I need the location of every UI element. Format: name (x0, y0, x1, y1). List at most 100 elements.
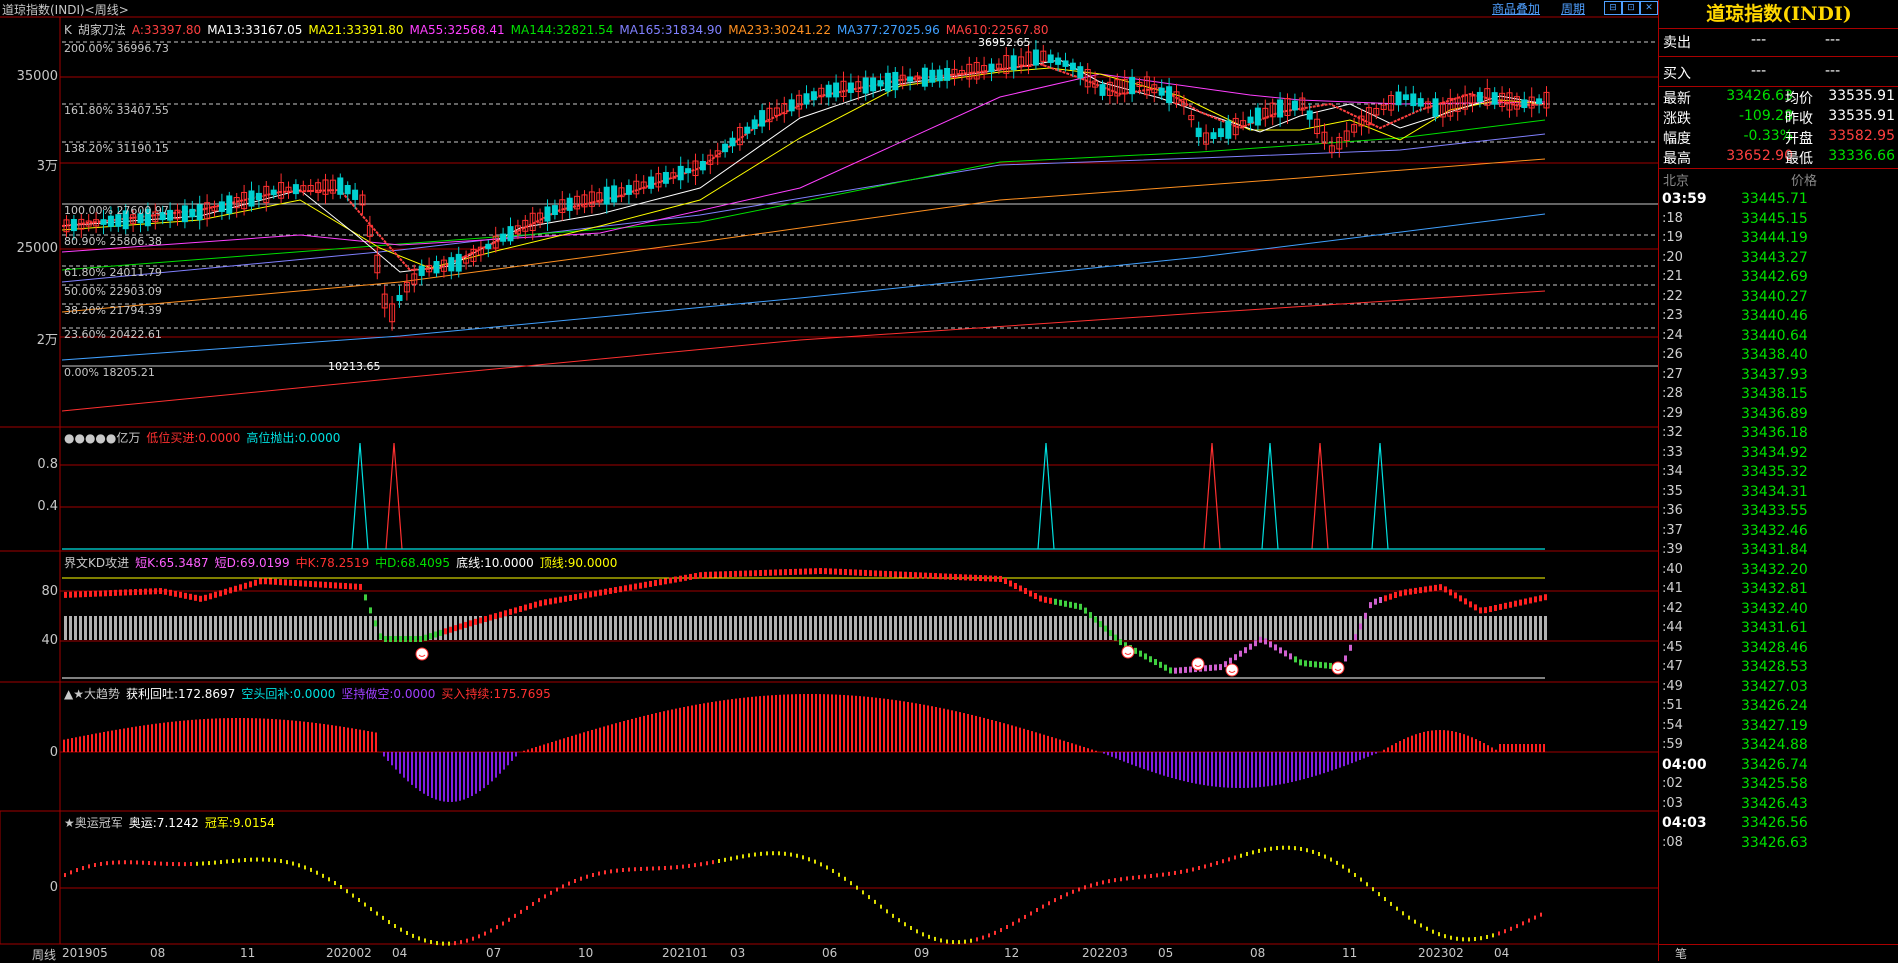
kd-bar (649, 580, 652, 587)
fib-label: 61.80% 24011.79 (64, 266, 162, 279)
fib-label: 38.20% 21794.39 (64, 304, 162, 317)
olympic-dot (628, 867, 630, 872)
tick-row: :45 33428.46 (1659, 640, 1898, 659)
kd-bar (1144, 653, 1147, 660)
tick-price: 33444.19 (1741, 230, 1808, 246)
tick-price: 33443.27 (1741, 249, 1808, 266)
tick-time: 04:03 (1662, 815, 1707, 831)
olympic-dot (490, 928, 492, 933)
tick-footer[interactable]: 笔 (1675, 947, 1688, 961)
olympic-dot (970, 938, 972, 943)
kd-bar (354, 583, 357, 590)
kd-bar (439, 629, 442, 636)
kd-bar (319, 581, 322, 588)
olympic-dot (1384, 897, 1386, 902)
candle (1402, 94, 1409, 101)
candle (1225, 120, 1232, 139)
kd-bar (1054, 598, 1057, 605)
y-tick: 0 (49, 880, 58, 895)
kd-base-bar (1389, 616, 1392, 640)
olympic-dot (472, 936, 474, 941)
kd-base-bar (834, 616, 837, 640)
olympic-dot (646, 866, 648, 871)
candle (1055, 57, 1062, 65)
kd-bar (1449, 589, 1452, 596)
candle (973, 61, 980, 80)
kd-bar (1494, 604, 1497, 611)
kd-bar (739, 570, 742, 577)
kd-bar (119, 589, 122, 596)
kd-base-bar (89, 616, 92, 640)
kd-base-bar (424, 616, 427, 640)
kd-bar (1499, 603, 1502, 610)
kd-base-bar (1029, 616, 1032, 640)
kd-base-bar (889, 616, 892, 640)
kd-base-bar (509, 616, 512, 640)
candle (1506, 92, 1513, 111)
y-tick: 2万 (36, 333, 58, 348)
candle (448, 257, 455, 272)
kd-base-bar (1514, 616, 1517, 640)
olympic-dot (496, 925, 498, 930)
kd-bar (714, 571, 717, 578)
kd-base-bar (129, 616, 132, 640)
close-icon[interactable]: ✕ (1640, 1, 1658, 15)
ind2-title: 界文KD攻进 (64, 556, 130, 570)
quote-label: 最低 (1785, 151, 1813, 167)
kd-base-bar (594, 616, 597, 640)
kd-bar (639, 582, 642, 589)
olympic-dot (1372, 887, 1374, 892)
kd-base-bar (414, 616, 417, 640)
kd-base-bar (1129, 616, 1132, 640)
ind2-item: 中K:78.2519 (295, 556, 370, 570)
olympic-dot (718, 859, 720, 864)
x-tick: 06 (822, 946, 838, 960)
kd-base-bar (1254, 616, 1257, 640)
kd-bar (1269, 641, 1272, 648)
candle (1336, 136, 1343, 150)
kd-base-bar (1339, 616, 1342, 640)
kd-bar (499, 611, 502, 618)
candle (611, 185, 618, 203)
kd-base-bar (899, 616, 902, 640)
tick-price: 33424.88 (1741, 737, 1808, 753)
olympic-dot (520, 909, 522, 914)
kd-base-bar (714, 616, 717, 640)
tick-time: :42 (1662, 600, 1683, 616)
kd-base-bar (669, 616, 672, 640)
kd-base-bar (254, 616, 257, 640)
ind3-item: 买入持续:175.7695 (441, 687, 551, 701)
olympic-dot (388, 920, 390, 925)
kd-base-bar (1219, 616, 1222, 640)
kd-bar (964, 574, 967, 581)
olympic-dot (178, 862, 180, 867)
candle (773, 107, 780, 117)
tick-price: 33427.03 (1741, 678, 1808, 695)
olympic-dot (1402, 911, 1404, 916)
kd-base-bar (499, 616, 502, 640)
kd-bar (1344, 655, 1347, 662)
overlay-link[interactable]: 商品叠加 (1492, 2, 1541, 16)
candle (855, 81, 862, 93)
olympic-dot (166, 861, 168, 866)
smile-icon (1225, 663, 1239, 677)
kd-bar (174, 590, 177, 597)
kd-bar (1424, 586, 1427, 593)
kd-bar (1184, 666, 1187, 673)
period-link[interactable]: 周期 (1561, 2, 1586, 16)
olympic-dot (1048, 901, 1050, 906)
chart-area[interactable]: 道琼指数(INDI)<周线> 商品叠加 周期 ⊟ ⊡ ✕ (0, 0, 1658, 962)
olympic-dot (976, 937, 978, 942)
candle (685, 168, 692, 174)
maximize-icon[interactable]: ⊡ (1622, 1, 1640, 15)
olympic-dot (148, 861, 150, 866)
olympic-dot (772, 851, 774, 856)
candle (921, 67, 928, 87)
kd-bar (619, 586, 622, 593)
kd-base-bar (479, 616, 482, 640)
restore-icon[interactable]: ⊟ (1604, 1, 1622, 15)
candle (1528, 96, 1535, 109)
kd-bar (289, 579, 292, 586)
kd-bar (834, 568, 837, 575)
olympic-dot (856, 885, 858, 890)
